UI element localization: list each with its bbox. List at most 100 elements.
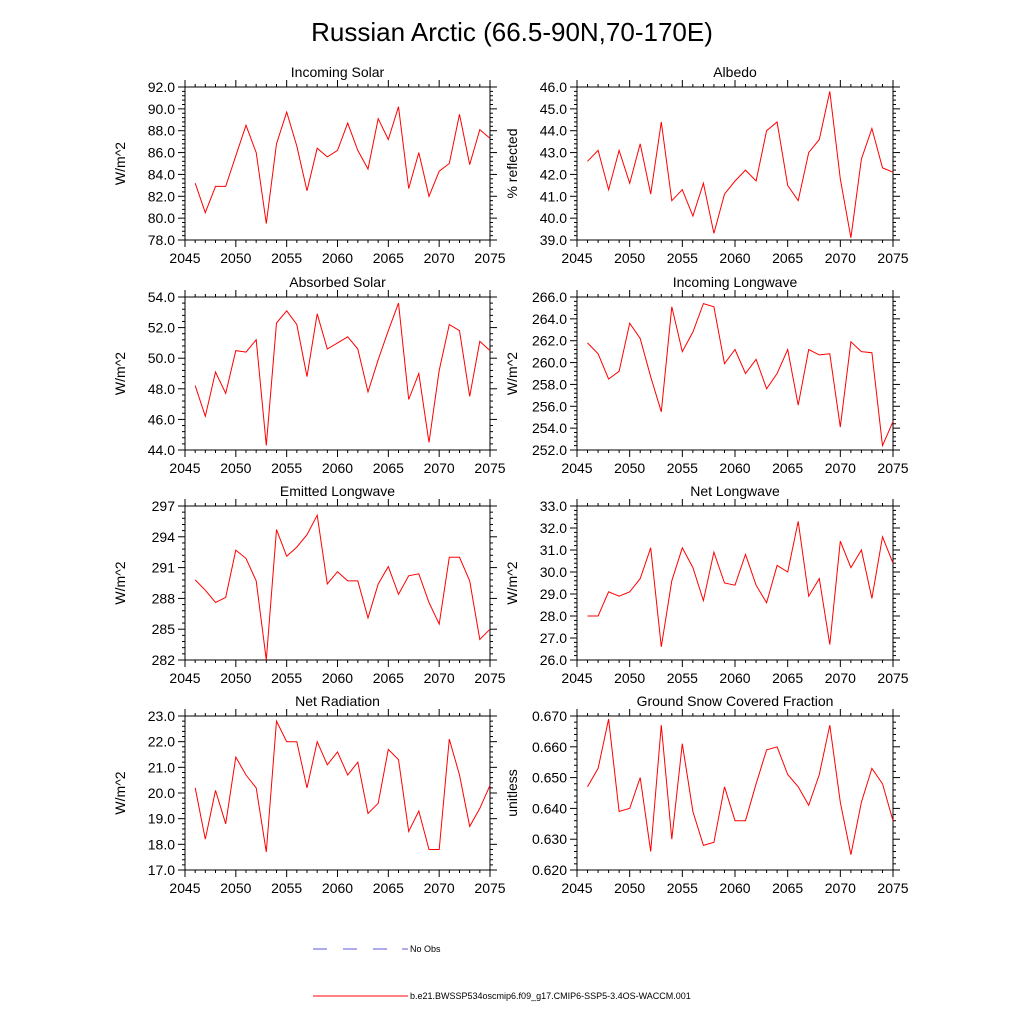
x-tick-label: 2070: [424, 460, 455, 476]
x-tick-label: 2050: [614, 670, 645, 686]
y-tick-label: 23.0: [148, 708, 175, 724]
data-point: [235, 155, 237, 157]
data-point: [296, 740, 298, 742]
x-tick-label: 2070: [825, 460, 856, 476]
y-tick-label: 285: [152, 621, 176, 637]
data-point: [306, 787, 308, 789]
data-point: [860, 549, 862, 551]
data-point: [479, 638, 481, 640]
x-tick-label: 2055: [271, 670, 302, 686]
data-point: [285, 111, 287, 113]
data-point: [639, 776, 641, 778]
x-tick-label: 2060: [719, 460, 750, 476]
data-point: [755, 358, 757, 360]
x-tick-label: 2060: [719, 670, 750, 686]
y-tick-label: 52.0: [148, 320, 175, 336]
data-point: [829, 724, 831, 726]
data-point: [316, 147, 318, 149]
x-tick-label: 2075: [474, 250, 505, 266]
y-tick-label: 0.650: [532, 770, 567, 786]
data-point: [650, 376, 652, 378]
data-point: [336, 149, 338, 151]
x-tick-label: 2055: [271, 250, 302, 266]
data-point: [194, 579, 196, 581]
x-tick-label: 2055: [667, 670, 698, 686]
data-point: [285, 555, 287, 557]
data-point: [245, 774, 247, 776]
data-point: [734, 820, 736, 822]
y-tick-label: 291: [152, 560, 176, 576]
data-point: [892, 171, 894, 173]
x-tick-label: 2065: [772, 670, 803, 686]
data-point: [326, 764, 328, 766]
y-tick-label: 0.660: [532, 739, 567, 755]
series-line: [587, 91, 894, 238]
y-tick-label: 32.0: [540, 520, 567, 536]
data-point: [660, 724, 662, 726]
data-point: [639, 337, 641, 339]
y-tick-label: 17.0: [148, 862, 175, 878]
data-point: [224, 596, 226, 598]
data-point: [660, 646, 662, 648]
data-point: [818, 354, 820, 356]
y-tick-label: 266.0: [532, 289, 567, 305]
data-point: [607, 591, 609, 593]
x-tick-label: 2050: [220, 460, 251, 476]
data-point: [839, 426, 841, 428]
data-point: [786, 571, 788, 573]
x-tick-label: 2055: [271, 880, 302, 896]
y-axis-label: W/m^2: [112, 771, 128, 814]
plot-frame: [184, 86, 491, 241]
figure-title: Russian Arctic (66.5-90N,70-170E): [311, 17, 713, 47]
x-tick-label: 2065: [373, 670, 404, 686]
data-point: [316, 514, 318, 516]
legend-no-obs-label: No Obs: [410, 944, 441, 954]
y-tick-label: 260.0: [532, 355, 567, 371]
y-axis-label: W/m^2: [504, 352, 520, 395]
data-point: [346, 336, 348, 338]
data-point: [586, 786, 588, 788]
data-point: [755, 584, 757, 586]
data-point: [346, 580, 348, 582]
data-point: [713, 841, 715, 843]
y-axis-label: W/m^2: [112, 352, 128, 395]
y-axis-label: W/m^2: [112, 142, 128, 185]
data-point: [744, 372, 746, 374]
data-point: [681, 547, 683, 549]
data-point: [367, 391, 369, 393]
data-point: [597, 767, 599, 769]
data-point: [438, 848, 440, 850]
data-point: [607, 378, 609, 380]
data-point: [235, 756, 237, 758]
data-point: [336, 342, 338, 344]
data-point: [734, 348, 736, 350]
data-point: [829, 353, 831, 355]
data-point: [723, 362, 725, 364]
data-point: [326, 348, 328, 350]
x-tick-label: 2055: [667, 880, 698, 896]
data-point: [214, 601, 216, 603]
data-point: [723, 582, 725, 584]
data-point: [346, 122, 348, 124]
panel-net-radiation: Net Radiation 2045 2050 2055 2060 2065 2070 207…: [112, 693, 506, 896]
y-tick-label: 54.0: [148, 289, 175, 305]
x-tick-label: 2075: [877, 670, 908, 686]
data-point: [255, 580, 257, 582]
data-point: [479, 128, 481, 130]
y-tick-label: 82.0: [148, 188, 175, 204]
data-point: [275, 720, 277, 722]
x-tick-label: 2070: [424, 670, 455, 686]
x-tick-label: 2045: [169, 670, 200, 686]
data-point: [744, 820, 746, 822]
x-tick-label: 2045: [561, 880, 592, 896]
data-point: [639, 577, 641, 579]
data-point: [586, 615, 588, 617]
data-point: [265, 444, 267, 446]
data-point: [367, 617, 369, 619]
data-point: [245, 557, 247, 559]
data-point: [397, 105, 399, 107]
plot-frame: [576, 296, 894, 451]
data-point: [438, 623, 440, 625]
data-point: [850, 566, 852, 568]
